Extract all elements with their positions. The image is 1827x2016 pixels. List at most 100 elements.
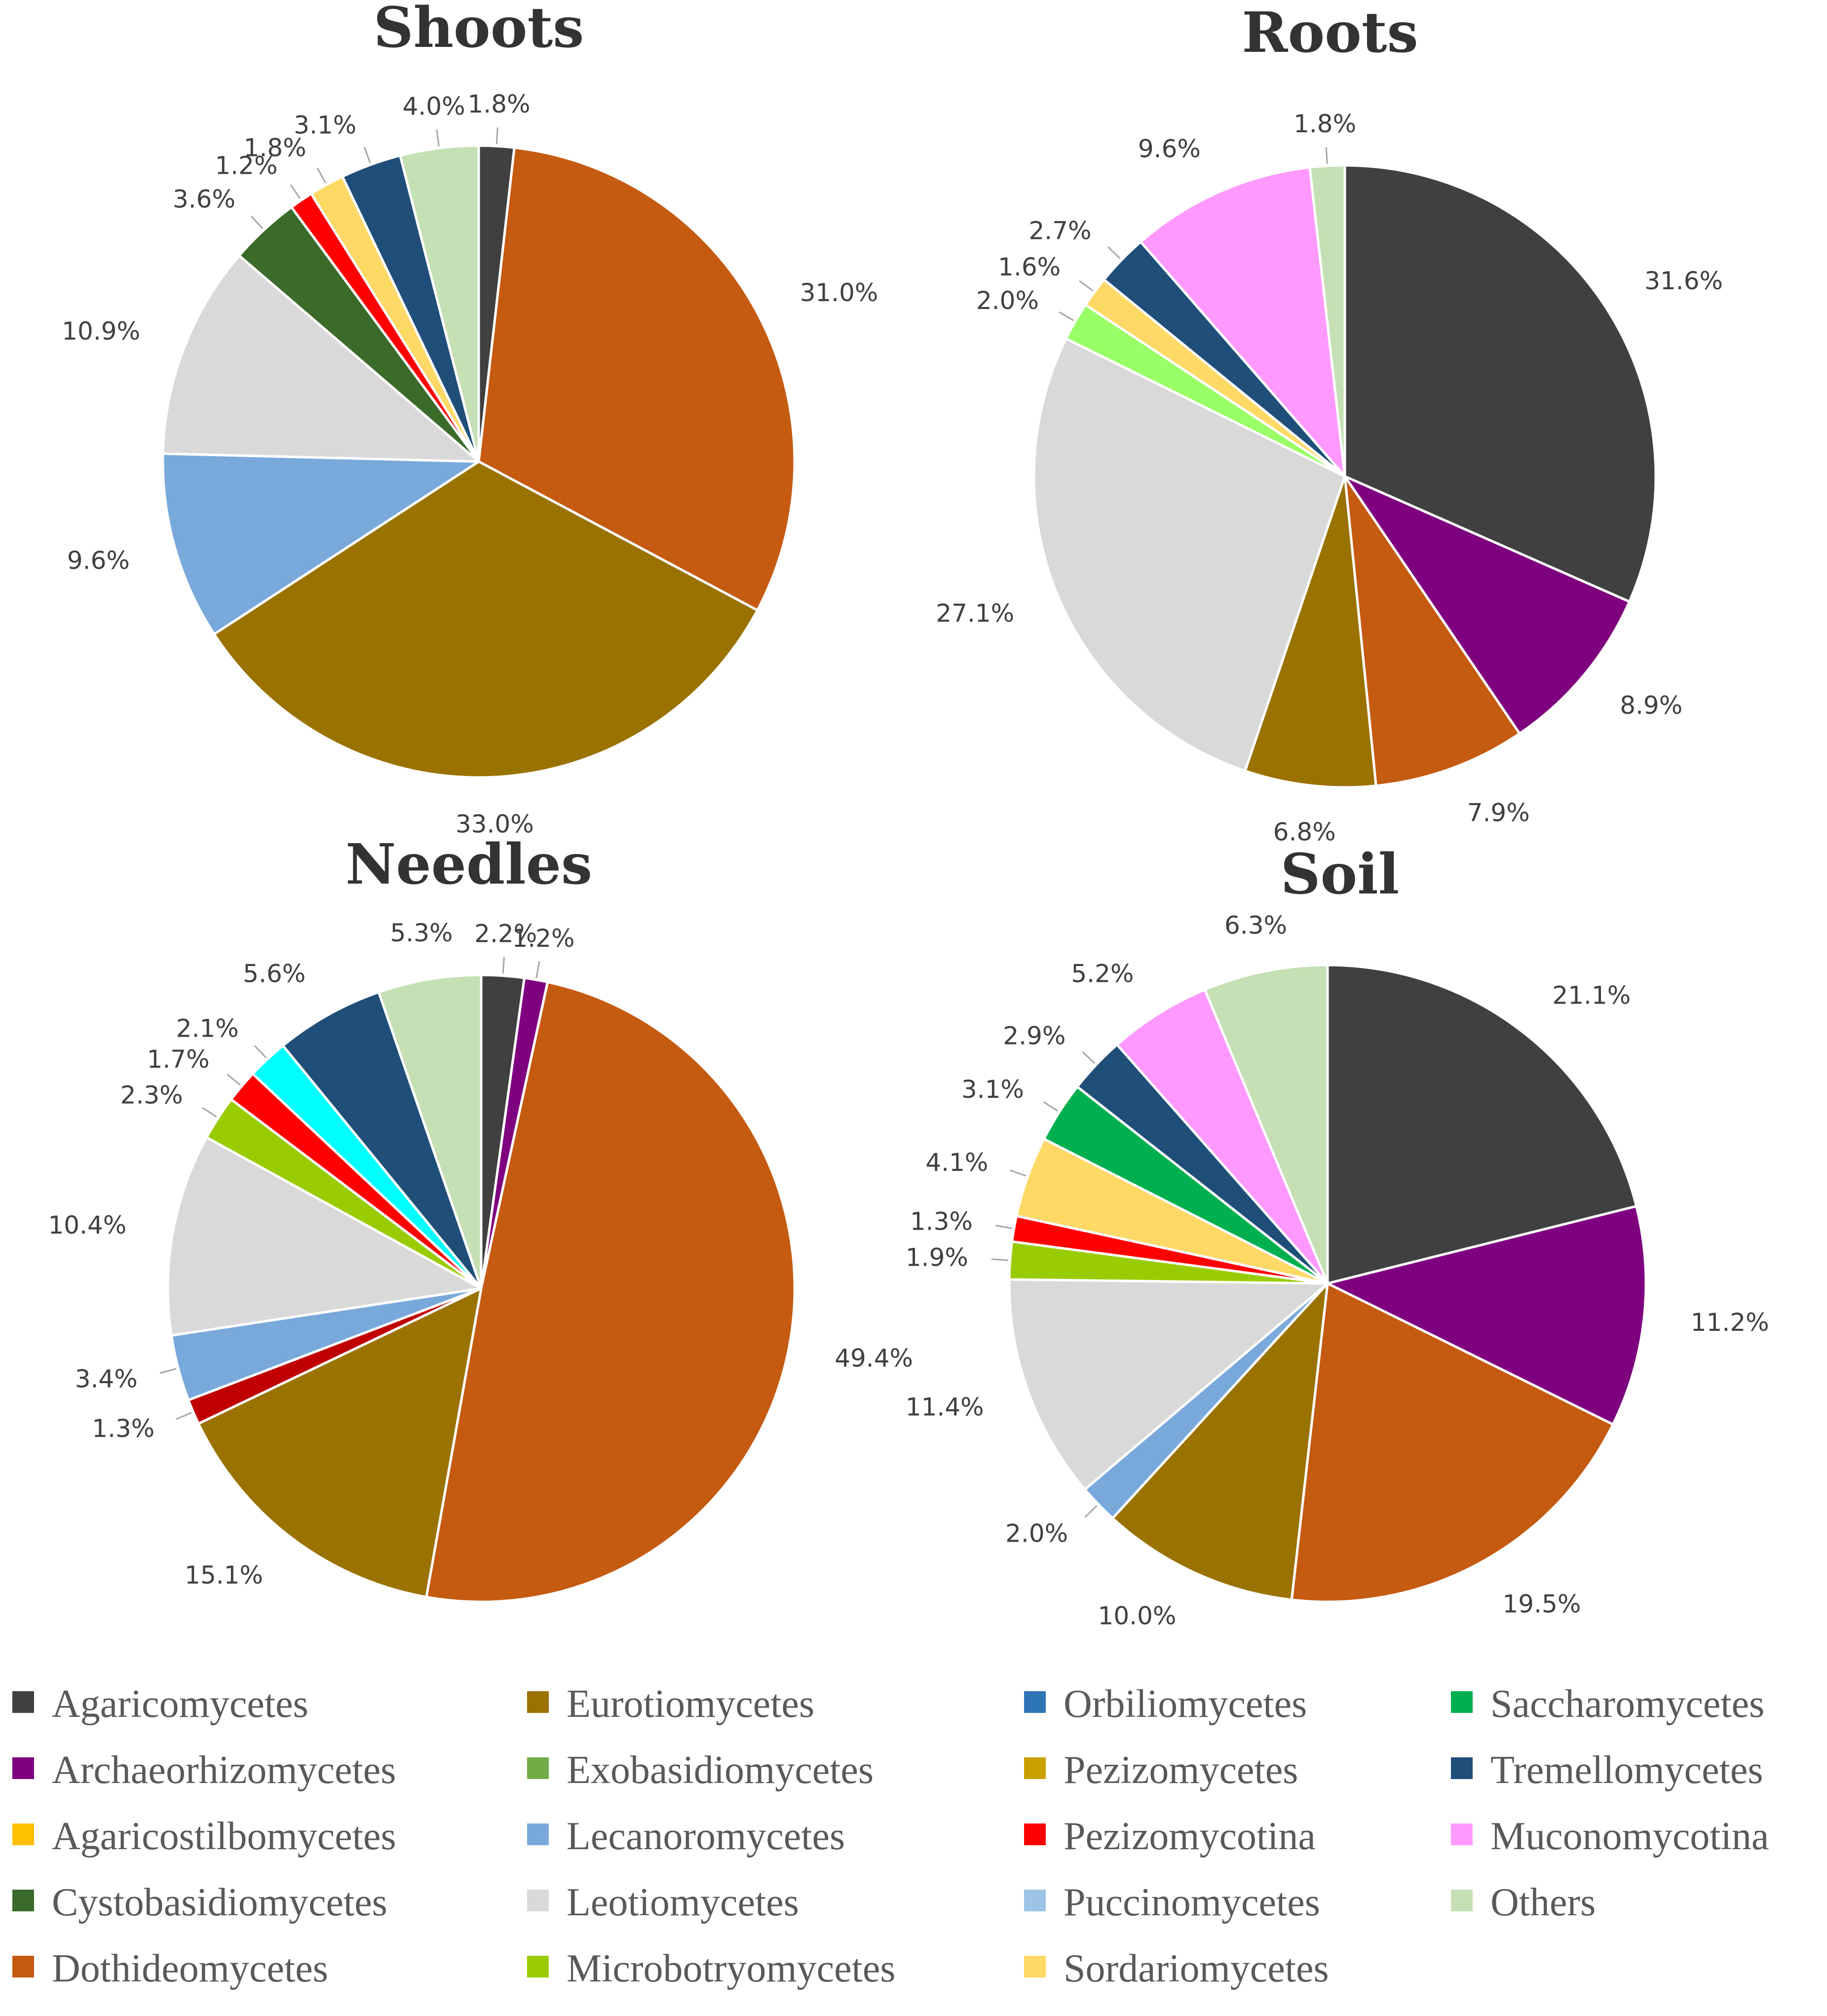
soil-label-archaeorhizomycetes: 11.2% — [1691, 1308, 1769, 1337]
legend-item-agaricomycetes: Agaricomycetes — [12, 1682, 308, 1726]
legend-label: Lecanoromycetes — [567, 1815, 845, 1858]
legend-item-orbiliomycetes: Orbiliomycetes — [1024, 1682, 1307, 1726]
roots-slice-leotiomycetes — [1032, 337, 1346, 773]
legend-label: Agaricomycetes — [52, 1682, 308, 1726]
shoots-label-pezizomycotina: 1.2% — [215, 151, 277, 180]
legend-item-archaeorhizomycetes: Archaeorhizomycetes — [12, 1748, 396, 1792]
shoots-label-sordariomycetes: 1.8% — [244, 134, 306, 162]
roots-pie-chart: Roots 31.6% 8.9% 7.9% 6.8% 27.1% 2.0% 1.6% 2.7% 9… — [936, 0, 1723, 846]
legend-item-agaricostilbomycetes: Agaricostilbomycetes — [12, 1815, 396, 1858]
shoots-slice-leotiomycetes — [161, 254, 480, 463]
legend-label: Others — [1490, 1881, 1596, 1924]
legend-label: Pezizomycetes — [1064, 1748, 1298, 1792]
needles-label-agaricomycetes: 2.2% — [474, 920, 537, 948]
soil-label-lecanoromycetes: 2.0% — [1005, 1519, 1068, 1548]
roots-label-archaeorhizomycetes: 8.9% — [1620, 691, 1682, 720]
legend-label: Orbiliomycetes — [1064, 1682, 1307, 1726]
roots-label-muconomycotina: 9.6% — [1138, 135, 1201, 163]
soil-slice-agaricomycetes — [1326, 964, 1638, 1285]
needles-leader-line — [227, 1073, 241, 1086]
soil-label-muconomycotina: 5.2% — [1071, 960, 1134, 988]
legend-item-tremellomycetes: Tremellomycetes — [1451, 1748, 1763, 1792]
legend-swatch — [12, 1890, 34, 1911]
needles-chart-title: Needles — [345, 832, 592, 897]
shoots-label-tremellomycetes: 3.1% — [294, 111, 356, 140]
needles-label-orbiliomycetes: 2.1% — [176, 1014, 239, 1043]
legend-swatch — [1024, 1956, 1046, 1977]
legend-label: Tremellomycetes — [1490, 1748, 1763, 1792]
legend-swatch — [527, 1691, 549, 1713]
soil-leader-line — [1084, 1505, 1098, 1518]
soil-leader-line — [1043, 1101, 1058, 1112]
soil-slice-muconomycotina — [1115, 988, 1329, 1285]
legend-item-muconomycotina: Muconomycotina — [1451, 1815, 1769, 1858]
roots-leader-line — [1325, 147, 1328, 164]
needles-label-others: 5.3% — [390, 919, 453, 947]
soil-leader-line — [995, 1225, 1012, 1229]
legend-swatch — [12, 1757, 34, 1779]
soil-label-leotiomycetes: 11.4% — [906, 1393, 984, 1422]
needles-slice-tremellomycetes — [281, 991, 483, 1290]
soil-label-agaricomycetes: 21.1% — [1552, 981, 1631, 1010]
legend-label: Sordariomycetes — [1064, 1947, 1329, 1990]
roots-data-labels: 31.6% 8.9% 7.9% 6.8% 27.1% 2.0% 1.6% 2.7% 9.6% 1.… — [936, 110, 1723, 846]
soil-label-sordariomycetes: 4.1% — [925, 1148, 988, 1177]
soil-slices — [1008, 964, 1647, 1603]
legend-label: Dothideomycetes — [52, 1947, 328, 1990]
legend-swatch — [1451, 1823, 1473, 1845]
legend-swatch — [1451, 1691, 1473, 1713]
shoots-leader-line — [495, 127, 498, 145]
legend-label: Archaeorhizomycetes — [52, 1748, 396, 1792]
roots-label-dothideomycetes: 7.9% — [1467, 798, 1530, 827]
needles-label-dothideomycetes: 49.4% — [835, 1344, 913, 1372]
needles-leader-line — [254, 1045, 267, 1058]
needles-slice-dothideomycetes — [425, 980, 796, 1603]
soil-slice-others — [1203, 964, 1329, 1285]
legend-swatch — [12, 1823, 34, 1845]
roots-label-others: 1.8% — [1294, 110, 1356, 138]
roots-leader-line — [1107, 246, 1121, 259]
shoots-label-agaricomycetes: 1.8% — [467, 90, 530, 118]
needles-slice-leotiomycetes — [166, 1136, 483, 1337]
roots-slice-archaeorhizomycetes — [1343, 475, 1631, 735]
needles-slice-others — [377, 973, 483, 1290]
legend-label: Saccharomycetes — [1490, 1682, 1764, 1726]
legend-label: Pezizomycotina — [1064, 1815, 1316, 1858]
legend-swatch — [1024, 1890, 1046, 1911]
soil-slice-leotiomycetes — [1008, 1278, 1329, 1491]
roots-slices — [1032, 164, 1657, 789]
needles-label-lecanoromycetes: 3.4% — [75, 1364, 138, 1393]
legend-swatch — [527, 1757, 549, 1779]
needles-pie-chart: Needles2.2%1.2%49.4%15.1%1.3%3.4%10.4%2.… — [48, 832, 913, 1603]
legend-item-sordariomycetes: Sordariomycetes — [1024, 1947, 1329, 1990]
roots-leader-line — [1079, 280, 1094, 292]
legend-label: Exobasidiomycetes — [567, 1748, 874, 1792]
legend-label: Agaricostilbomycetes — [52, 1815, 396, 1858]
soil-label-eurotiomycetes: 10.0% — [1098, 1602, 1177, 1630]
needles-leader-line — [175, 1412, 192, 1420]
shoots-leader-line — [250, 215, 264, 229]
legend-item-saccharomycetes: Saccharomycetes — [1451, 1682, 1764, 1726]
legend-item-exobasidiomycetes: Exobasidiomycetes — [527, 1748, 874, 1792]
legend-label: Microbotryomycetes — [567, 1947, 895, 1990]
legend-item-leotiomycetes: Leotiomycetes — [527, 1881, 799, 1924]
needles-leader-line — [202, 1107, 217, 1118]
soil-label-pezizomycotina: 1.3% — [910, 1207, 973, 1236]
legend-swatch — [1024, 1757, 1046, 1779]
soil-pie-chart: Soil 21.1% 11.2% 19.5% 10.0% 2.0% 11.4% 1.9% 1.3… — [906, 842, 1769, 1630]
needles-leader-line — [159, 1368, 177, 1374]
shoots-pie-chart: Shoots1.8%31.0%33.0%9.6%10.9%3.6%1.2%1.8… — [62, 0, 878, 838]
soil-leader-line — [991, 1258, 1008, 1261]
roots-label-agaricomycetes: 31.6% — [1644, 267, 1723, 295]
legend-item-cystobasidiomycetes: Cystobasidiomycetes — [12, 1881, 387, 1924]
legend-swatch — [527, 1956, 549, 1977]
soil-label-dothideomycetes: 19.5% — [1503, 1590, 1581, 1619]
shoots-slices — [161, 144, 796, 779]
shoots-slice-others — [399, 144, 480, 463]
soil-chart-title: Soil — [1281, 842, 1400, 907]
legend-item-others: Others — [1451, 1881, 1596, 1924]
needles-label-pezizomycotina: 1.3% — [92, 1414, 154, 1443]
roots-label-sordariomycetes: 1.6% — [998, 253, 1061, 281]
legend-item-lecanoromycetes: Lecanoromycetes — [527, 1815, 845, 1858]
shoots-label-leotiomycetes: 10.9% — [62, 317, 140, 346]
